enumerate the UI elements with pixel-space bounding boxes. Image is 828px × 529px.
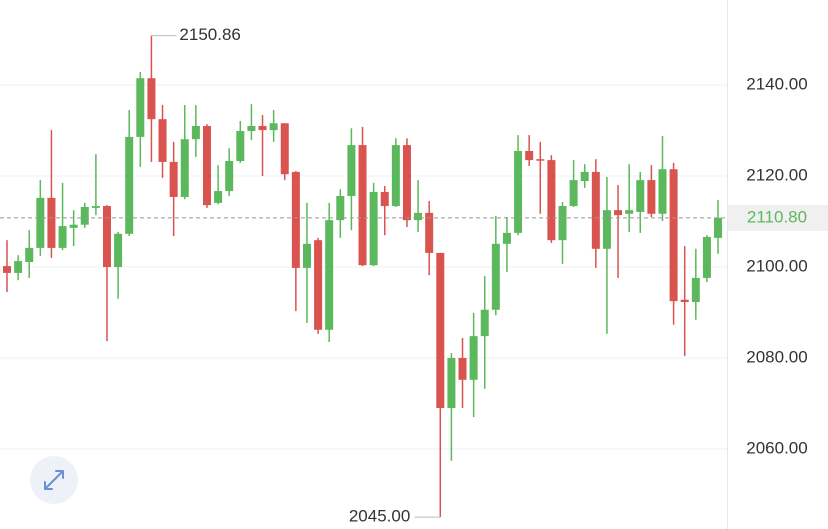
- candle-body: [469, 336, 478, 380]
- y-tick-label: 2100.00: [746, 256, 807, 275]
- candle-body: [614, 210, 623, 216]
- candle-body: [580, 171, 589, 182]
- candle-body: [602, 210, 611, 249]
- candle-body: [114, 233, 123, 268]
- candle-body: [3, 266, 11, 273]
- expand-icon[interactable]: [44, 470, 64, 490]
- candle-body: [14, 261, 23, 273]
- candle-body: [525, 151, 534, 161]
- candle-body: [291, 171, 300, 268]
- candle-body: [680, 299, 689, 303]
- candle-body: [202, 125, 211, 206]
- high-marker-label: 2150.86: [179, 25, 240, 44]
- candle-body: [258, 125, 267, 131]
- candle-body: [447, 357, 456, 409]
- candle-body: [147, 78, 156, 120]
- candle-body: [91, 206, 100, 208]
- y-tick-label: 2060.00: [746, 438, 807, 457]
- candle-body: [169, 161, 178, 197]
- candle-body: [425, 212, 434, 253]
- candle-body: [414, 212, 423, 221]
- candle-body: [280, 123, 289, 175]
- candle-body: [358, 145, 367, 266]
- y-tick-label: 2120.00: [746, 166, 807, 185]
- candle-body: [714, 217, 723, 238]
- candle-body: [325, 220, 334, 330]
- candle-body: [225, 161, 234, 192]
- candle-body: [436, 252, 445, 409]
- candle-body: [180, 139, 189, 197]
- candle-body: [47, 197, 56, 248]
- candle-body: [191, 125, 200, 140]
- candle-body: [58, 226, 67, 248]
- candle-body: [236, 130, 245, 162]
- candle-body: [269, 123, 278, 131]
- candle-body: [214, 191, 223, 203]
- candle-body: [336, 196, 345, 221]
- candle-body: [558, 206, 567, 241]
- candle-body: [502, 232, 511, 244]
- candle-body: [458, 357, 467, 380]
- candle-body: [647, 180, 656, 214]
- candle-body: [569, 180, 578, 207]
- candle-body: [625, 210, 634, 214]
- last-price-label: 2110.80: [747, 207, 807, 226]
- low-marker-label: 2045.00: [349, 507, 410, 526]
- candle-body: [702, 236, 711, 278]
- candle-body: [391, 145, 400, 207]
- expand-button[interactable]: [30, 456, 78, 504]
- candle-body: [80, 206, 89, 225]
- candle-body: [658, 169, 667, 214]
- candle-body: [136, 78, 145, 137]
- candle-body: [514, 151, 523, 233]
- y-tick-label: 2080.00: [746, 347, 807, 366]
- candle-body: [691, 277, 700, 303]
- candle-body: [402, 145, 411, 221]
- candle-body: [302, 243, 311, 268]
- candle-body: [247, 125, 256, 131]
- candle-body: [547, 160, 556, 241]
- candle-body: [125, 136, 134, 234]
- candle-body: [480, 309, 489, 337]
- candle-body: [158, 119, 167, 162]
- candle-body: [102, 206, 111, 268]
- candle-body: [369, 191, 378, 266]
- candle-body: [69, 224, 78, 228]
- candle-body: [347, 145, 356, 197]
- candle-body: [36, 197, 45, 248]
- candle-body: [669, 169, 678, 302]
- candle-body: [25, 247, 34, 262]
- candle-body: [380, 191, 389, 207]
- candle-body: [591, 171, 600, 249]
- candle-body: [636, 180, 645, 212]
- y-tick-label: 2140.00: [746, 75, 807, 94]
- candle-body: [314, 240, 323, 330]
- candle-body: [536, 159, 545, 161]
- last-price-box: [728, 204, 828, 231]
- candle-body: [491, 243, 500, 310]
